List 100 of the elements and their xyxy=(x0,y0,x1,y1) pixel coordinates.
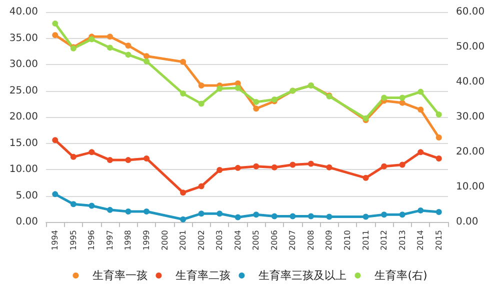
y2-tick-label: 10.00 xyxy=(456,182,485,192)
point xyxy=(198,210,204,217)
point xyxy=(399,162,406,168)
point xyxy=(106,34,113,40)
point xyxy=(418,207,424,214)
point xyxy=(326,164,332,170)
point xyxy=(125,52,132,58)
point xyxy=(253,106,260,112)
x-tick-label: 2000 xyxy=(160,230,170,250)
point xyxy=(418,149,424,156)
x-tick-label: 2012 xyxy=(380,230,389,250)
point xyxy=(436,112,442,118)
point xyxy=(180,90,186,97)
y-tick-label: 5.00 xyxy=(16,190,38,202)
x-tick-label: 1997 xyxy=(105,230,114,250)
y2-tick-label: 20.00 xyxy=(456,146,485,158)
y-tick-label: 0.00 xyxy=(16,216,38,228)
point xyxy=(70,154,76,160)
point xyxy=(326,214,332,220)
x-tick-label: 1998 xyxy=(124,230,133,250)
y2-tick-label: 60.00 xyxy=(456,6,485,18)
point xyxy=(125,157,132,164)
y2-tick-label: 50.00 xyxy=(456,42,485,52)
x-tick-label: 1995 xyxy=(68,230,78,250)
point xyxy=(308,160,314,167)
point xyxy=(436,155,442,162)
y-tick-label: 15.00 xyxy=(9,138,38,149)
point xyxy=(88,149,95,156)
point xyxy=(418,106,424,113)
point xyxy=(198,183,204,190)
point xyxy=(106,157,113,164)
y2-tick-label: 40.00 xyxy=(456,76,485,88)
point xyxy=(88,202,95,209)
point xyxy=(418,88,424,95)
x-tick-label: 2010 xyxy=(343,230,352,250)
point xyxy=(180,190,186,196)
point xyxy=(52,191,58,198)
point xyxy=(308,213,314,220)
point xyxy=(381,94,388,101)
y-tick-label: 30.00 xyxy=(9,59,38,70)
point xyxy=(198,82,204,88)
x-tick-label: 2014 xyxy=(416,230,426,250)
point xyxy=(198,100,204,107)
point xyxy=(125,42,132,49)
point xyxy=(253,98,260,105)
x-tick-label: 2003 xyxy=(215,230,224,250)
point xyxy=(362,174,369,181)
point xyxy=(52,32,58,38)
x-tick-label: 2013 xyxy=(398,230,407,250)
point xyxy=(253,212,260,218)
x-tick-label: 1994 xyxy=(50,230,60,250)
point xyxy=(125,208,132,214)
y2-tick-label: 30.00 xyxy=(456,112,485,122)
point xyxy=(52,20,58,27)
point xyxy=(399,94,406,101)
y2-tick-label: 0.00 xyxy=(456,216,478,228)
x-tick-label: 2005 xyxy=(252,230,261,250)
point xyxy=(234,84,241,91)
x-tick-label: 2007 xyxy=(288,230,298,250)
point xyxy=(436,209,442,216)
point xyxy=(271,213,278,220)
x-tick-label: 2002 xyxy=(196,230,206,250)
x-tick-label: 2008 xyxy=(306,230,316,250)
y-tick-label: 25.00 xyxy=(9,85,38,96)
point xyxy=(234,164,241,171)
legend-label: 生育率二孩 xyxy=(176,269,231,282)
point xyxy=(88,36,95,42)
point xyxy=(144,208,150,214)
point xyxy=(399,100,406,106)
point xyxy=(290,213,296,220)
point xyxy=(216,86,223,92)
x-tick-label: 2009 xyxy=(324,230,334,250)
point xyxy=(52,137,58,144)
y-tick-label: 40.00 xyxy=(9,6,38,18)
legend-label: 生育率(右) xyxy=(374,269,428,282)
y-tick-label: 20.00 xyxy=(9,112,38,122)
point xyxy=(106,44,113,51)
point xyxy=(180,216,186,222)
point xyxy=(362,214,369,220)
point xyxy=(290,162,296,168)
point xyxy=(144,58,150,64)
x-tick-label: 2001 xyxy=(178,230,188,250)
point xyxy=(216,210,223,217)
point xyxy=(144,155,150,162)
x-tick-label: 1999 xyxy=(142,230,151,250)
point xyxy=(106,206,113,213)
point xyxy=(216,167,223,174)
point xyxy=(271,164,278,170)
point xyxy=(234,214,241,220)
point xyxy=(253,163,260,170)
y-tick-label: 35.00 xyxy=(9,32,38,44)
legend-label: 生育率三孩及以上 xyxy=(258,269,347,282)
x-tick-label: 2006 xyxy=(270,230,279,250)
x-tick-label: 2011 xyxy=(361,230,370,250)
point xyxy=(381,163,388,170)
point xyxy=(399,212,406,218)
x-tick-label: 2004 xyxy=(233,230,242,250)
y-tick-label: 10.00 xyxy=(9,164,38,175)
point xyxy=(70,201,76,208)
point xyxy=(436,134,442,140)
